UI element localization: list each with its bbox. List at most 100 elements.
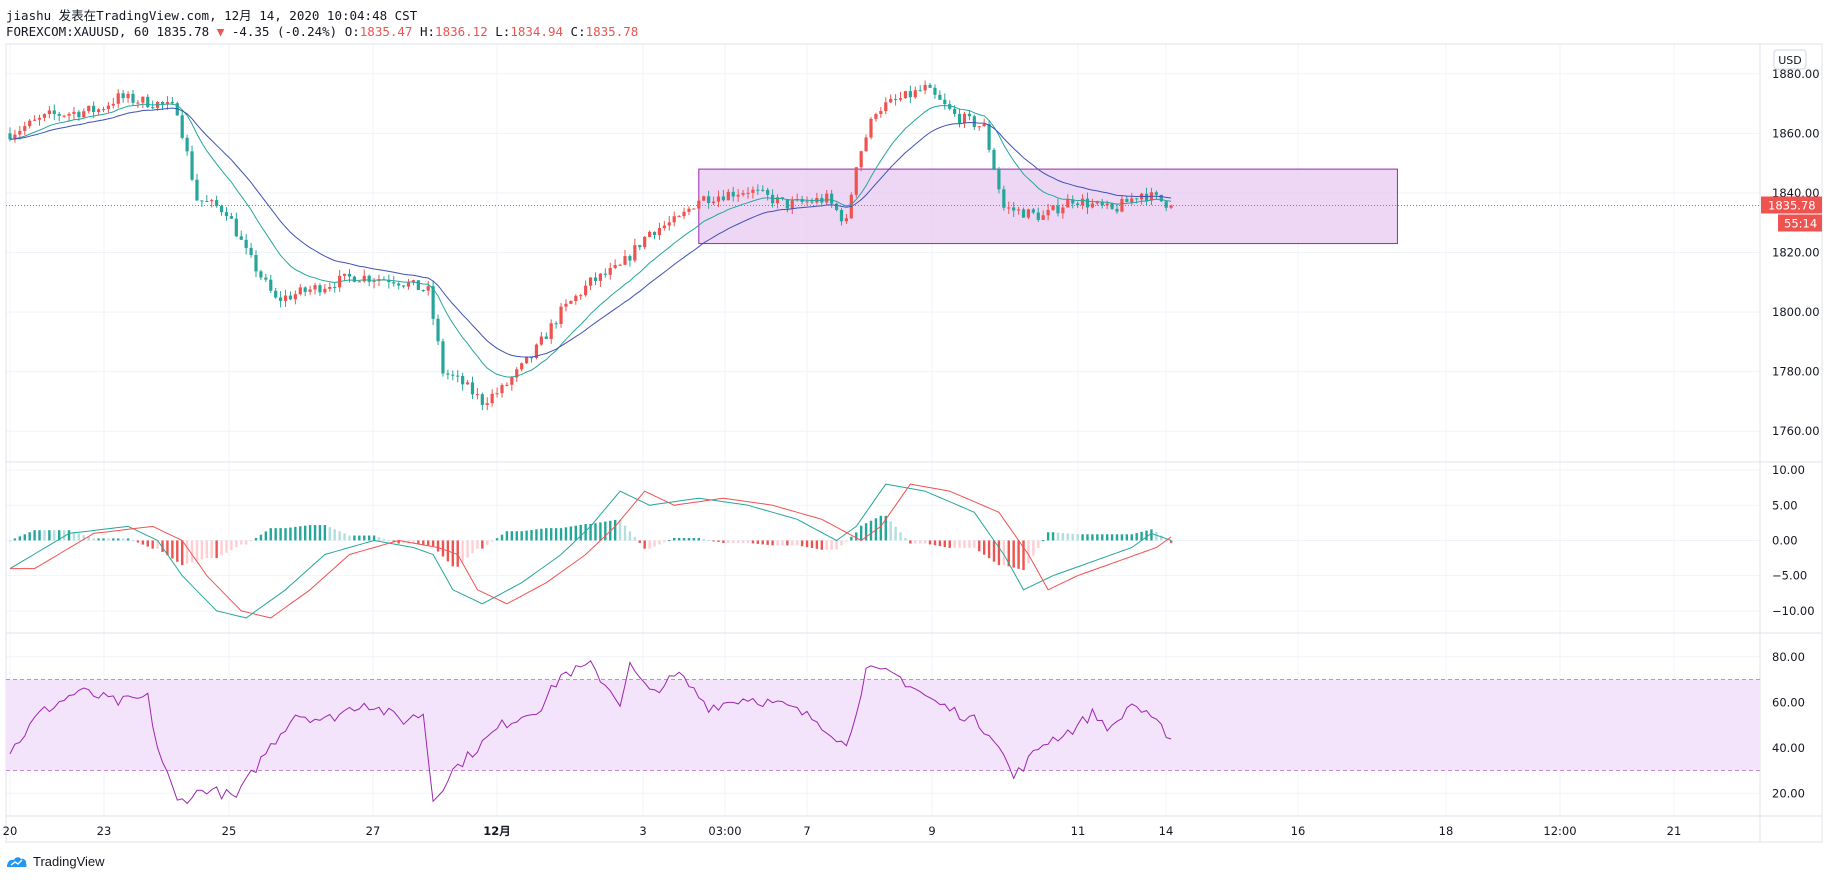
candle-body bbox=[288, 295, 293, 300]
candle-body bbox=[264, 277, 268, 280]
candle-body bbox=[283, 295, 288, 301]
price-tick-label: 1880.00 bbox=[1772, 67, 1820, 81]
candle bbox=[116, 89, 120, 108]
macd-hist-bar bbox=[510, 531, 514, 541]
candle-body bbox=[825, 193, 829, 203]
candle bbox=[333, 281, 337, 293]
candle bbox=[588, 277, 593, 291]
macd-line bbox=[9, 483, 1172, 619]
candle-body bbox=[485, 403, 489, 405]
macd-hist-bar bbox=[604, 521, 607, 541]
macd-hist-bar bbox=[486, 540, 489, 546]
candle bbox=[342, 273, 347, 281]
macd-hist-bar bbox=[997, 540, 1001, 566]
candle-body bbox=[87, 105, 91, 112]
time-tick-label: 14 bbox=[1159, 824, 1174, 838]
candle-body bbox=[170, 101, 174, 104]
macd-hist-bar bbox=[254, 537, 258, 541]
candle-body bbox=[333, 286, 337, 288]
candle-body bbox=[416, 280, 420, 291]
candle-body bbox=[869, 118, 873, 138]
macd-hist-bar bbox=[338, 531, 341, 541]
macd-hist-bar bbox=[869, 520, 873, 541]
macd-hist-bar bbox=[781, 540, 784, 546]
candle-body bbox=[810, 201, 814, 203]
macd-hist-bar bbox=[889, 521, 892, 541]
candle bbox=[638, 244, 642, 251]
macd-hist-bar bbox=[978, 540, 981, 552]
macd-hist-bar bbox=[633, 537, 637, 541]
macd-hist-bar bbox=[422, 540, 425, 545]
candle bbox=[485, 397, 489, 411]
macd-hist-bar bbox=[481, 540, 484, 549]
candle bbox=[416, 280, 420, 291]
candle bbox=[515, 367, 519, 383]
symbol-name[interactable]: FOREXCOM:XAUUSD, 60 bbox=[6, 24, 149, 39]
macd-hist-bar bbox=[943, 540, 946, 547]
macd-hist-bar bbox=[205, 540, 208, 559]
macd-hist-bar bbox=[815, 540, 819, 549]
candle bbox=[618, 263, 622, 266]
macd-hist-bar bbox=[712, 540, 715, 542]
candle bbox=[357, 280, 361, 283]
macd-hist-bar bbox=[668, 540, 671, 542]
candle-body bbox=[62, 115, 66, 117]
candle-body bbox=[746, 192, 750, 194]
macd-hist-bar bbox=[397, 540, 400, 544]
candle-body bbox=[908, 91, 912, 98]
macd-hist-bar bbox=[589, 524, 592, 541]
macd-hist-bar bbox=[279, 528, 282, 541]
macd-hist-bar bbox=[786, 540, 789, 546]
macd-hist-bar bbox=[72, 531, 76, 541]
macd-hist-bar bbox=[77, 533, 81, 541]
rsi-tick-label: 20.00 bbox=[1772, 786, 1805, 800]
candle bbox=[997, 166, 1001, 194]
candle bbox=[1007, 201, 1011, 214]
candle-body bbox=[372, 280, 376, 282]
candle-body bbox=[1021, 209, 1026, 218]
candle-body bbox=[421, 290, 425, 292]
time-tick-label: 9 bbox=[928, 824, 935, 838]
macd-hist-bar bbox=[476, 540, 479, 549]
macd-hist-bar bbox=[530, 529, 533, 541]
macd-hist-bar bbox=[23, 534, 26, 541]
macd-hist-bar bbox=[235, 540, 238, 548]
candle-body bbox=[441, 341, 445, 374]
candle bbox=[293, 290, 297, 305]
macd-hist-bar bbox=[1042, 540, 1045, 542]
candle bbox=[967, 110, 971, 121]
candle bbox=[657, 222, 662, 240]
candle bbox=[903, 90, 908, 99]
candle-body bbox=[274, 290, 278, 298]
macd-hist-bar bbox=[1110, 534, 1114, 541]
macd-hist-bar bbox=[840, 540, 843, 546]
candle bbox=[475, 387, 479, 400]
macd-hist-bar bbox=[1022, 540, 1025, 571]
candle bbox=[47, 105, 51, 119]
candle-body bbox=[898, 98, 903, 100]
macd-hist-bar bbox=[1165, 539, 1168, 541]
macd-hist-bar bbox=[220, 540, 223, 556]
candle-body bbox=[766, 189, 770, 195]
candle-body bbox=[618, 264, 622, 266]
macd-hist-bar bbox=[1051, 532, 1055, 541]
macd-hist-bar bbox=[982, 540, 986, 555]
candle bbox=[1041, 210, 1045, 221]
macd-hist-bar bbox=[810, 540, 814, 548]
candle-body bbox=[96, 109, 101, 112]
candle bbox=[766, 187, 770, 201]
candle bbox=[298, 284, 302, 296]
candle-body bbox=[200, 200, 204, 202]
rsi-tick-label: 40.00 bbox=[1772, 741, 1805, 755]
candle-body bbox=[903, 91, 908, 99]
candle bbox=[1100, 198, 1104, 209]
macd-hist-bar bbox=[1046, 532, 1050, 541]
macd-hist-bar bbox=[791, 540, 794, 546]
candle-body bbox=[771, 194, 775, 204]
candle-body bbox=[859, 151, 863, 168]
candle-body bbox=[569, 300, 573, 304]
tradingview-footer[interactable]: TradingView bbox=[6, 854, 105, 869]
macd-hist-bar bbox=[38, 530, 41, 541]
triangle-down-icon: ▼ bbox=[216, 24, 225, 39]
